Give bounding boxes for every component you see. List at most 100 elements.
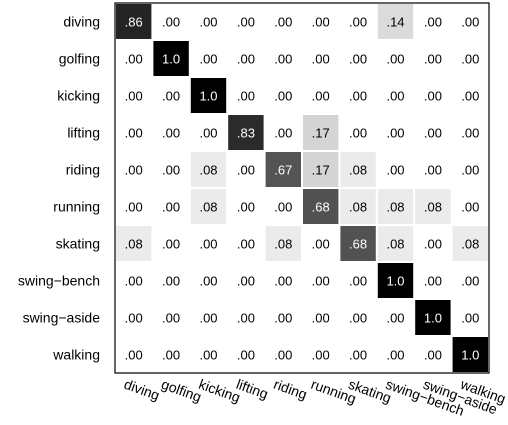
- row-label: walking: [52, 347, 100, 363]
- cell-value-label: .00: [312, 311, 330, 326]
- cell-value-label: .00: [237, 52, 255, 67]
- cell-value-label: .00: [349, 126, 367, 141]
- matrix-cell: [415, 300, 451, 335]
- matrix-cell: [303, 189, 339, 224]
- cell-value-label: .00: [274, 200, 292, 215]
- matrix-cell: [303, 115, 339, 150]
- cell-value-label: .00: [461, 274, 479, 289]
- matrix-cell: [116, 226, 152, 261]
- matrix-cell: [265, 152, 301, 187]
- cell-value-label: .00: [125, 311, 143, 326]
- matrix-cell: [190, 152, 227, 187]
- cell-value-label: .00: [424, 52, 442, 67]
- cell-value-label: .00: [125, 163, 143, 178]
- matrix-cell: [340, 152, 376, 187]
- cell-value-label: .08: [199, 163, 217, 178]
- cell-value-label: .08: [461, 237, 479, 252]
- cell-value-label: .00: [424, 15, 442, 30]
- cell-value-label: .00: [237, 89, 255, 104]
- cell-value-label: .14: [386, 15, 404, 30]
- cell-value-label: .00: [349, 311, 367, 326]
- cell-value-label: .00: [274, 348, 292, 363]
- cell-value-label: .00: [162, 126, 180, 141]
- cell-value-label: .00: [349, 89, 367, 104]
- matrix-cell: [377, 189, 414, 224]
- cell-value-label: 1.0: [424, 311, 442, 326]
- cell-value-label: .08: [125, 237, 143, 252]
- column-label: riding: [272, 376, 310, 403]
- row-label: golfing: [59, 51, 100, 67]
- cell-value-label: .08: [386, 237, 404, 252]
- cell-value-label: .00: [162, 237, 180, 252]
- cell-value-label: .68: [349, 237, 367, 252]
- cell-value-label: .00: [424, 237, 442, 252]
- cell-value-label: .00: [199, 52, 217, 67]
- matrix-cell: [153, 41, 189, 76]
- row-label: kicking: [57, 88, 100, 104]
- cell-value-label: .00: [424, 348, 442, 363]
- matrix-cell: [228, 115, 264, 150]
- cell-value-label: .00: [386, 52, 404, 67]
- cell-value-label: .00: [237, 163, 255, 178]
- row-label: diving: [63, 14, 100, 30]
- cell-value-label: .83: [237, 126, 255, 141]
- cell-value-label: .00: [349, 274, 367, 289]
- matrix-cells: .86 .00 .00 .00 .00 .00 .00 .14 .00 .00 .00 1.0 .00.…: [116, 4, 488, 372]
- cell-value-label: .00: [386, 348, 404, 363]
- cell-value-label: .08: [386, 200, 404, 215]
- cell-value-label: .86: [125, 15, 143, 30]
- cell-value-label: .00: [162, 163, 180, 178]
- cell-value-label: .00: [199, 15, 217, 30]
- matrix-frame: [114, 2, 490, 374]
- matrix-cell: [265, 226, 301, 261]
- cell-value-label: .00: [386, 163, 404, 178]
- cell-value-label: .00: [237, 15, 255, 30]
- cell-value-label: .00: [274, 274, 292, 289]
- cell-value-label: .00: [199, 348, 217, 363]
- cell-value-label: .00: [461, 126, 479, 141]
- matrix-cell: [452, 337, 488, 372]
- matrix-cell: [190, 189, 227, 224]
- column-label: diving: [122, 376, 162, 404]
- row-labels: diving golfing kicking lifting riding running…: [18, 14, 100, 363]
- row-label: riding: [66, 162, 100, 178]
- cell-value-label: .68: [312, 200, 330, 215]
- cell-value-label: .00: [125, 200, 143, 215]
- cell-value-label: .00: [199, 311, 217, 326]
- cell-value-label: .00: [424, 274, 442, 289]
- cell-value-label: .00: [349, 15, 367, 30]
- cell-value-label: 1.0: [461, 348, 479, 363]
- cell-value-label: .08: [349, 200, 367, 215]
- cell-value-label: .08: [199, 200, 217, 215]
- cell-value-label: .00: [237, 237, 255, 252]
- cell-value-label: .00: [125, 348, 143, 363]
- matrix-cell: [340, 189, 376, 224]
- cell-value-label: .00: [461, 52, 479, 67]
- matrix-cell: [415, 189, 451, 224]
- cell-value-label: 1.0: [162, 52, 180, 67]
- matrix-cell: [303, 152, 339, 187]
- cell-value-label: .00: [312, 348, 330, 363]
- cell-value-label: .00: [461, 15, 479, 30]
- matrix-cell: [377, 263, 414, 298]
- cell-value-label: .00: [125, 126, 143, 141]
- cell-value-label: .08: [424, 200, 442, 215]
- cell-value-label: .00: [274, 89, 292, 104]
- cell-value-label: .00: [274, 311, 292, 326]
- cell-value-label: .00: [461, 163, 479, 178]
- cell-value-label: .00: [162, 311, 180, 326]
- cell-value-label: .00: [349, 348, 367, 363]
- matrix-cell: [377, 226, 414, 261]
- cell-value-label: .00: [386, 126, 404, 141]
- cell-value-label: .00: [162, 274, 180, 289]
- cell-value-label: .00: [162, 15, 180, 30]
- cell-value-label: .08: [349, 163, 367, 178]
- cell-value-label: .00: [162, 89, 180, 104]
- cell-value-label: .00: [237, 311, 255, 326]
- matrix-cell: [340, 226, 376, 261]
- cell-value-label: .00: [125, 274, 143, 289]
- cell-value-label: .00: [312, 237, 330, 252]
- cell-value-label: .17: [312, 163, 330, 178]
- cell-value-label: .00: [424, 163, 442, 178]
